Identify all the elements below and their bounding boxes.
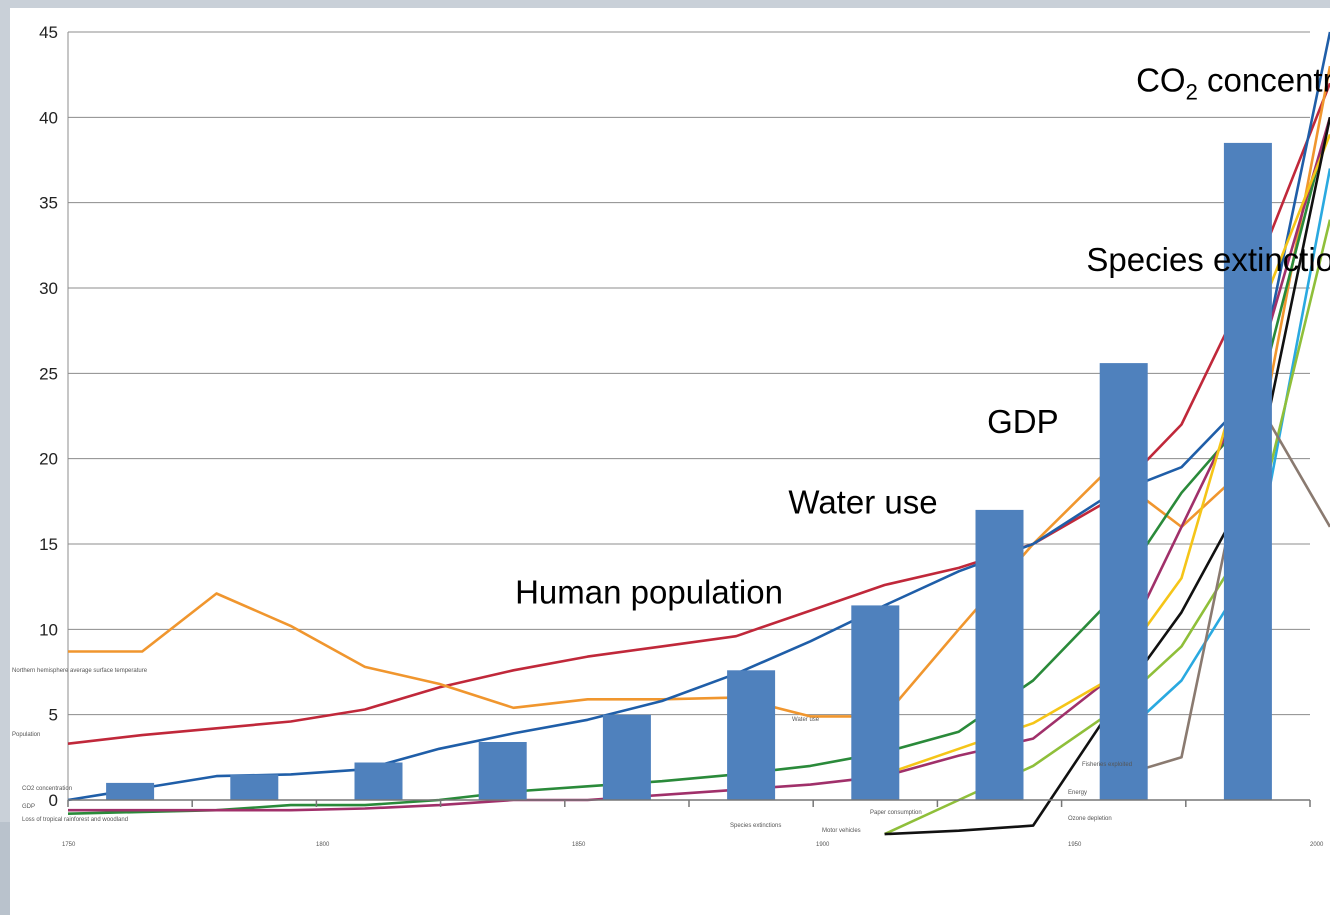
y-tick-label: 30 [39,279,58,298]
label-vehicles: Motor vehicles [822,828,861,834]
gridlines [67,31,1310,801]
footer-strip [0,822,10,915]
y-tick-label: 40 [39,108,58,127]
label-paper: Paper consumption [870,810,922,816]
bar [478,742,527,800]
annotation-label: Species extinction [1086,241,1330,278]
annotations: Human population Water use GDP Species exti… [515,62,1330,611]
bar [1099,363,1148,800]
label-gdp: GDP [22,804,35,810]
small-labels: Northern hemisphere average surface temp… [12,668,1324,848]
y-tick-label: 15 [39,535,58,554]
label-fisheries: Fisheries exploited [1082,762,1132,768]
bar [602,714,651,800]
y-tick-label: 10 [39,620,58,639]
bar [230,774,279,800]
label-forest: Loss of tropical rainforest and woodland [22,817,128,823]
label-energy: Energy [1068,790,1087,796]
y-tick-label: 5 [49,706,58,725]
x-label-1750: 1750 [62,842,76,848]
y-tick-label: 0 [49,791,58,810]
annotation-label: GDP [987,403,1059,440]
x-axis [67,799,1311,807]
y-axis-ticks: 0 5 10 15 20 25 30 35 40 45 [39,23,58,810]
x-label-1900: 1900 [816,842,830,848]
label-population: Population [12,732,40,738]
label-species: Species extinctions [730,823,781,829]
x-label-1850: 1850 [572,842,586,848]
x-label-1800: 1800 [316,842,330,848]
annotation-label: Human population [515,574,783,611]
y-tick-label: 20 [39,450,58,469]
x-label-1950: 1950 [1068,842,1082,848]
y-tick-label: 25 [39,364,58,383]
chart-canvas: 0 5 10 15 20 25 30 35 40 45 Northern hemisphere a… [12,23,1330,848]
y-tick-label: 45 [39,23,58,42]
label-water: Water use [792,717,820,723]
bar [106,782,155,800]
bar [975,509,1024,800]
label-co2: CO2 concentration [22,786,72,792]
label-nh-temp: Northern hemisphere average surface temp… [12,668,148,674]
annotation-label: Water use [788,483,937,520]
x-label-2000: 2000 [1310,842,1324,848]
bar [851,605,900,800]
bar [727,670,776,800]
chart-frame: 0 5 10 15 20 25 30 35 40 45 Northern hemisphere a… [10,8,1330,915]
y-tick-label: 35 [39,194,58,213]
bars [106,142,1272,800]
bar [354,762,403,800]
annotation-label: CO2 concentration [1136,62,1330,105]
label-ozone: Ozone depletion [1068,816,1112,822]
bar [1223,142,1272,800]
